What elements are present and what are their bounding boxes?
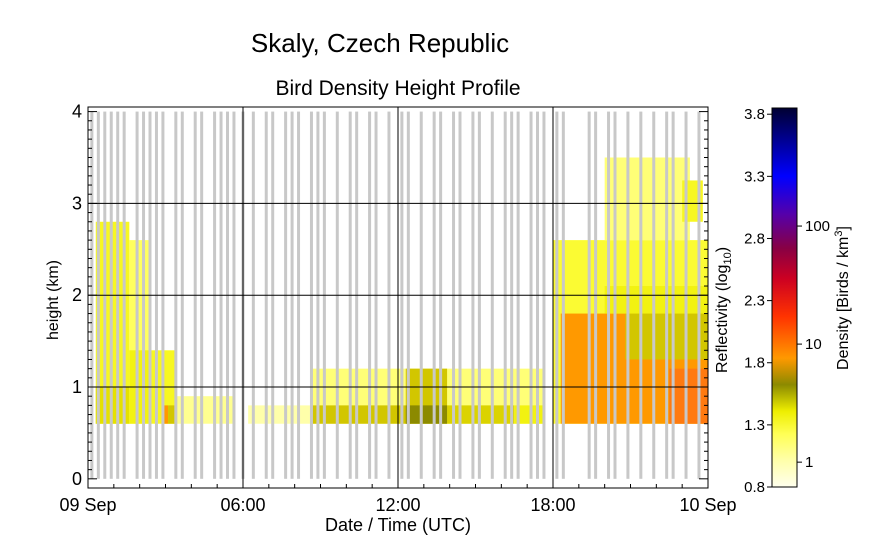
x-tick-label: 06:00 <box>220 495 265 515</box>
x-tick-label: 09 Sep <box>59 495 116 515</box>
colorbar-reflectivity-label: 1.3 <box>744 417 765 434</box>
colorbar-density-label: 100 <box>805 218 830 235</box>
density-cell <box>310 405 411 424</box>
colorbar: 0.8 1.3 1.8 2.3 2.8 3.3 3.8 1 10 100 <box>744 106 830 496</box>
plot-area: 0 1 2 3 4 09 Sep 06:00 12:00 18:00 10 Sep <box>59 102 736 515</box>
colorbar-gradient <box>771 107 798 488</box>
y-tick-label: 4 <box>72 102 82 122</box>
chart-title: Bird Density Height Profile <box>275 77 521 100</box>
colorbar-reflectivity-label: 3.3 <box>744 168 765 185</box>
colorbar-density-label: 1 <box>805 454 813 471</box>
density-cell <box>669 368 708 424</box>
x-tick-label: 10 Sep <box>679 495 736 515</box>
colorbar-reflectivity-label: 0.8 <box>744 479 765 496</box>
colorbar-reflectivity-label: 2.3 <box>744 293 765 310</box>
y-axis-label: height (km) <box>45 260 62 340</box>
density-cell <box>168 405 175 424</box>
x-tick-label: 12:00 <box>375 495 420 515</box>
colorbar-reflectivity-label: 1.8 <box>744 355 765 372</box>
density-cell <box>514 405 543 424</box>
density-cell <box>175 396 236 424</box>
colorbar-reflectivity-label: 3.8 <box>744 106 765 123</box>
density-cell <box>604 286 708 314</box>
density-cell <box>248 405 311 424</box>
colorbar-right-label: Density [Birds / km3] <box>833 226 852 370</box>
y-tick-label: 1 <box>72 377 82 397</box>
x-tick-label: 18:00 <box>530 495 575 515</box>
density-cell <box>604 157 690 241</box>
colorbar-left-label: Reflectivity (log10) <box>714 247 734 373</box>
figure-suptitle: Skaly, Czech Republic <box>250 28 510 58</box>
colorbar-reflectivity-label: 2.8 <box>744 230 765 247</box>
y-tick-label: 0 <box>72 469 82 489</box>
density-cell <box>162 405 169 424</box>
y-tick-label: 2 <box>72 285 82 305</box>
x-axis-label: Date / Time (UTC) <box>324 515 471 535</box>
y-tick-label: 3 <box>72 193 82 213</box>
colorbar-density-label: 10 <box>805 336 822 353</box>
density-cell <box>405 405 448 424</box>
